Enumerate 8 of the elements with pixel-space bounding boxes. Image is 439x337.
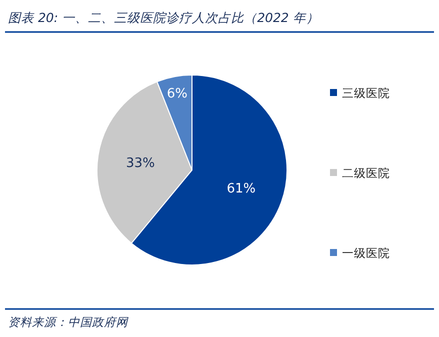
- legend-label: 一级医院: [342, 246, 390, 260]
- legend-label: 三级医院: [342, 86, 390, 100]
- data-label: 6%: [166, 86, 188, 102]
- text: 资料来源：中国政府网: [8, 315, 129, 329]
- legend-label: 二级医院: [342, 166, 390, 180]
- data-label: 61%: [226, 182, 256, 197]
- data-label: 33%: [126, 156, 155, 171]
- chart-title: 图表 20: 一、二、三级医院诊疗人次占比（2022 年）: [8, 10, 319, 25]
